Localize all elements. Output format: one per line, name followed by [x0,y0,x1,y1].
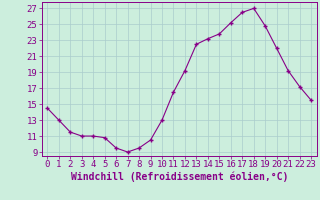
X-axis label: Windchill (Refroidissement éolien,°C): Windchill (Refroidissement éolien,°C) [70,172,288,182]
